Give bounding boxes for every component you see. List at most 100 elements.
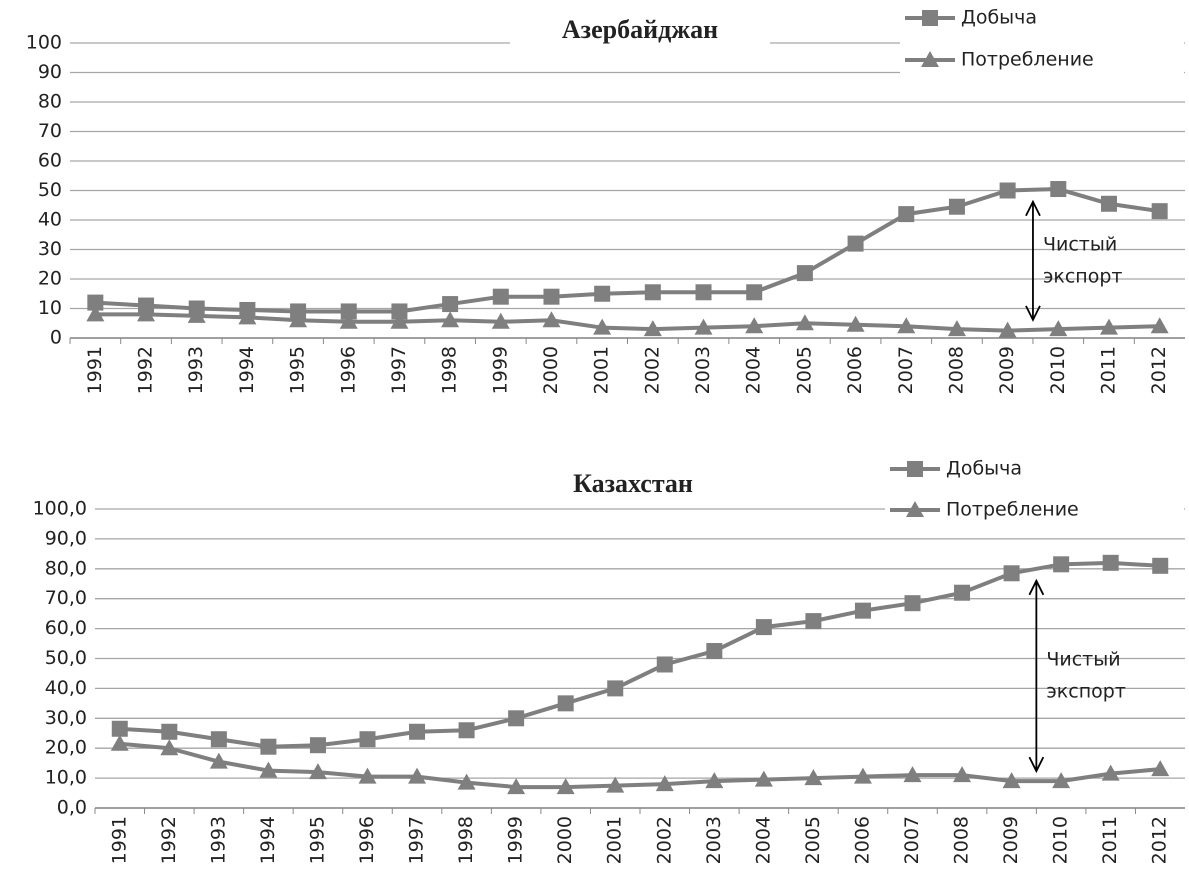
legend-label: Добыча [946, 458, 1022, 480]
marker [594, 285, 611, 302]
marker [289, 311, 308, 328]
marker [755, 619, 772, 636]
marker [904, 595, 921, 612]
x-tick-label: 1993 [207, 816, 229, 864]
y-tick-label: 90,0 [45, 527, 87, 549]
marker [309, 737, 326, 754]
y-tick-label: 80,0 [45, 557, 87, 579]
marker [906, 501, 924, 517]
marker [921, 51, 939, 67]
marker [1003, 565, 1020, 582]
series-line [119, 741, 1161, 790]
x-tick-label: 1995 [287, 346, 309, 394]
marker [745, 317, 764, 334]
marker [999, 182, 1016, 199]
chart-title: Азербайджан [562, 15, 718, 44]
x-tick-label: 1997 [406, 816, 428, 864]
marker [606, 776, 625, 793]
marker [795, 314, 814, 331]
marker [754, 770, 773, 787]
chart: 0,0 10,0 20,0 30,0 40,0 50,0 60,0 70,0 80,0 90,0 1… [33, 451, 1185, 864]
marker [391, 303, 408, 320]
x-tick-label: 1994 [236, 346, 258, 394]
legend-bg [900, 0, 1184, 78]
y-tick-label: 70,0 [45, 587, 87, 609]
marker [209, 752, 228, 769]
y-tick-label: 50,0 [45, 647, 87, 669]
marker [846, 315, 865, 332]
legend-label: Добыча [961, 7, 1037, 29]
y-tick-label: 0,0 [57, 797, 87, 819]
marker [706, 643, 723, 660]
marker [1099, 318, 1118, 335]
marker [409, 723, 426, 740]
arrow-head [1028, 756, 1045, 774]
y-tick-label: 20 [38, 268, 62, 290]
x-tick-label: 1999 [505, 816, 527, 864]
marker [655, 775, 674, 792]
marker [507, 778, 526, 795]
marker [1152, 557, 1169, 574]
series-line [95, 187, 1160, 314]
x-tick-label: 2011 [1097, 346, 1119, 394]
marker [746, 284, 763, 301]
marker [1052, 772, 1071, 789]
y-tick-label: 0 [50, 327, 62, 349]
x-tick-label: 2003 [703, 816, 725, 864]
y-tick-label: 40 [38, 209, 62, 231]
marker [308, 763, 327, 780]
marker [137, 305, 156, 322]
x-tick-label: 2007 [895, 346, 917, 394]
marker [847, 235, 864, 252]
marker [442, 296, 459, 313]
y-tick-label: 30,0 [45, 707, 87, 729]
marker [161, 723, 178, 740]
series-line [119, 560, 1161, 749]
arrow-head [1028, 578, 1045, 596]
x-tick-label: 2002 [641, 346, 663, 394]
x-tick-label: 2004 [752, 816, 774, 864]
title-bg [510, 14, 770, 50]
marker [953, 766, 972, 783]
y-tick-label: 40,0 [45, 677, 87, 699]
y-tick-label: 10,0 [45, 767, 87, 789]
marker [110, 734, 129, 751]
x-tick-label: 1991 [84, 346, 106, 394]
marker [948, 198, 965, 215]
marker [210, 731, 227, 748]
marker [260, 738, 277, 755]
x-tick-label: 2001 [591, 346, 613, 394]
arrow-head [1025, 305, 1041, 322]
x-tick-label: 1992 [158, 816, 180, 864]
y-tick-label: 100,0 [33, 498, 87, 520]
marker [390, 312, 409, 329]
marker [1101, 764, 1120, 781]
x-tick-label: 2012 [1149, 816, 1171, 864]
x-tick-label: 2004 [743, 346, 765, 394]
y-tick-label: 10 [38, 297, 62, 319]
chart-title: Казахстан [573, 469, 693, 498]
marker [643, 320, 662, 337]
marker [1050, 181, 1067, 198]
marker [796, 265, 813, 282]
marker [947, 320, 966, 337]
marker [457, 773, 476, 790]
marker [160, 739, 179, 756]
x-tick-label: 1995 [306, 816, 328, 864]
x-tick-label: 1996 [356, 816, 378, 864]
marker [1151, 203, 1168, 220]
marker [238, 308, 257, 325]
marker [607, 680, 624, 697]
arrow-head [1025, 199, 1041, 217]
marker [339, 312, 358, 329]
marker [854, 602, 871, 619]
annotation: экспорт [1043, 265, 1123, 287]
y-tick-label: 30 [38, 238, 62, 260]
x-tick-label: 2003 [692, 346, 714, 394]
x-tick-label: 2007 [901, 816, 923, 864]
y-tick-label: 20,0 [45, 737, 87, 759]
y-tick-label: 90 [38, 61, 62, 83]
x-tick-label: 2008 [951, 816, 973, 864]
marker [259, 761, 278, 778]
marker [853, 767, 872, 784]
